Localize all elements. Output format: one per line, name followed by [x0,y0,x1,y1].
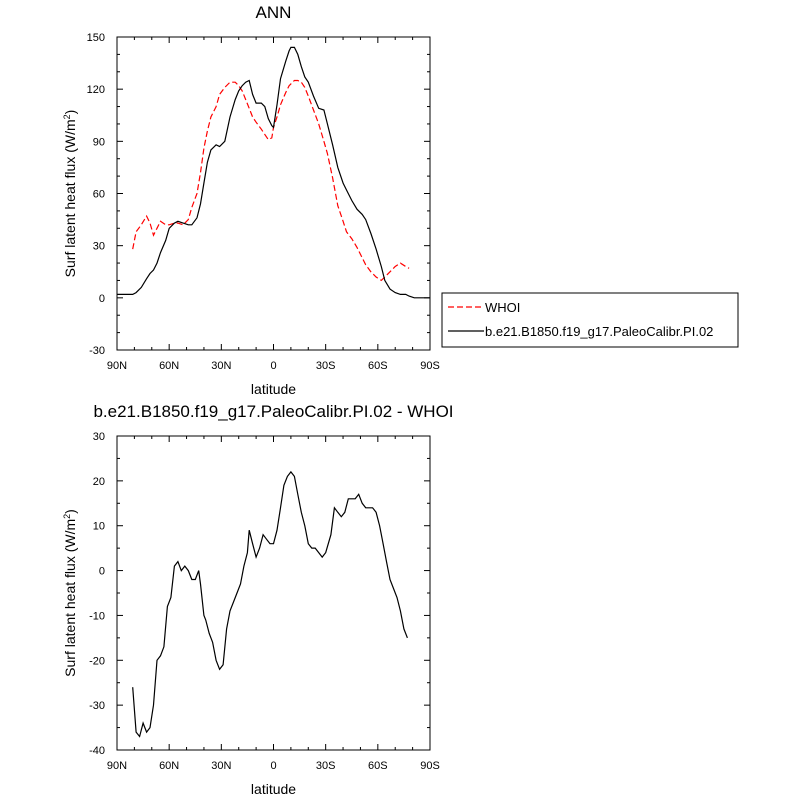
series-line-b-e21-b1850-f19-g17-paleocalibr-pi-02 [117,46,430,299]
y-axis-title-end: ) [62,110,78,115]
y-tick-label: -30 [89,345,105,357]
x-tick-label: 60N [159,360,179,372]
legend-label: b.e21.B1850.f19_g17.PaleoCalibr.PI.02 [485,324,713,339]
y-tick-label: -20 [89,655,105,667]
y-tick-label: 60 [93,189,105,201]
y-axis-title-end: ) [62,509,78,514]
y-axis-title-sup: 2 [62,514,72,519]
x-tick-label: 30S [316,360,336,372]
y-axis-title: Surf latent heat flux (W/m2) [62,110,78,278]
x-tick-label: 60S [368,360,388,372]
y-axis-title-main: Surf latent heat flux (W/m [62,519,78,677]
y-tick-label: -40 [89,745,105,757]
x-tick-label: 30N [211,360,231,372]
y-tick-label: 150 [87,32,105,44]
x-tick-label: 90N [107,760,127,772]
y-tick-label: 0 [99,293,105,305]
chart-panel-1: ANN 90N 60N 30N 0 30S 60S 90S -30 0 30 60 90 120 150 la… [62,3,739,397]
y-axis-title-sup: 2 [62,114,72,119]
legend: WHOI b.e21.B1850.f19_g17.PaleoCalibr.PI.0… [441,292,739,348]
x-tick-label: 60S [368,760,388,772]
y-tick-label: 20 [93,476,105,488]
y-tick-label: 10 [93,521,105,533]
y-tick-label: -30 [89,700,105,712]
chart-title: ANN [256,3,292,22]
x-tick-label: 90S [420,360,440,372]
x-tick-label: 30N [211,760,231,772]
x-axis-title: latitude [251,781,296,797]
chart-panel-2: b.e21.B1850.f19_g17.PaleoCalibr.PI.02 - … [62,402,454,797]
y-tick-label: 30 [93,431,105,443]
y-tick-label: 30 [93,241,105,253]
x-tick-label: 90N [107,360,127,372]
legend-label: WHOI [485,300,520,315]
x-tick-label: 0 [270,360,276,372]
plot-frame [116,435,431,751]
y-tick-label: 0 [99,566,105,578]
x-axis-title: latitude [251,381,296,397]
series-line-difference [132,470,408,738]
chart-title: b.e21.B1850.f19_g17.PaleoCalibr.PI.02 - … [93,402,453,421]
y-axis-title-main: Surf latent heat flux (W/m [62,119,78,277]
x-tick-label: 0 [270,760,276,772]
y-tick-label: 90 [93,136,105,148]
x-tick-label: 90S [420,760,440,772]
series-line-whoi [132,79,410,282]
plot-frame [116,36,431,351]
y-tick-label: -10 [89,610,105,622]
legend-box [441,292,739,348]
x-tick-label: 60N [159,760,179,772]
y-axis-title: Surf latent heat flux (W/m2) [62,509,78,677]
x-tick-label: 30S [316,760,336,772]
y-tick-label: 120 [87,84,105,96]
